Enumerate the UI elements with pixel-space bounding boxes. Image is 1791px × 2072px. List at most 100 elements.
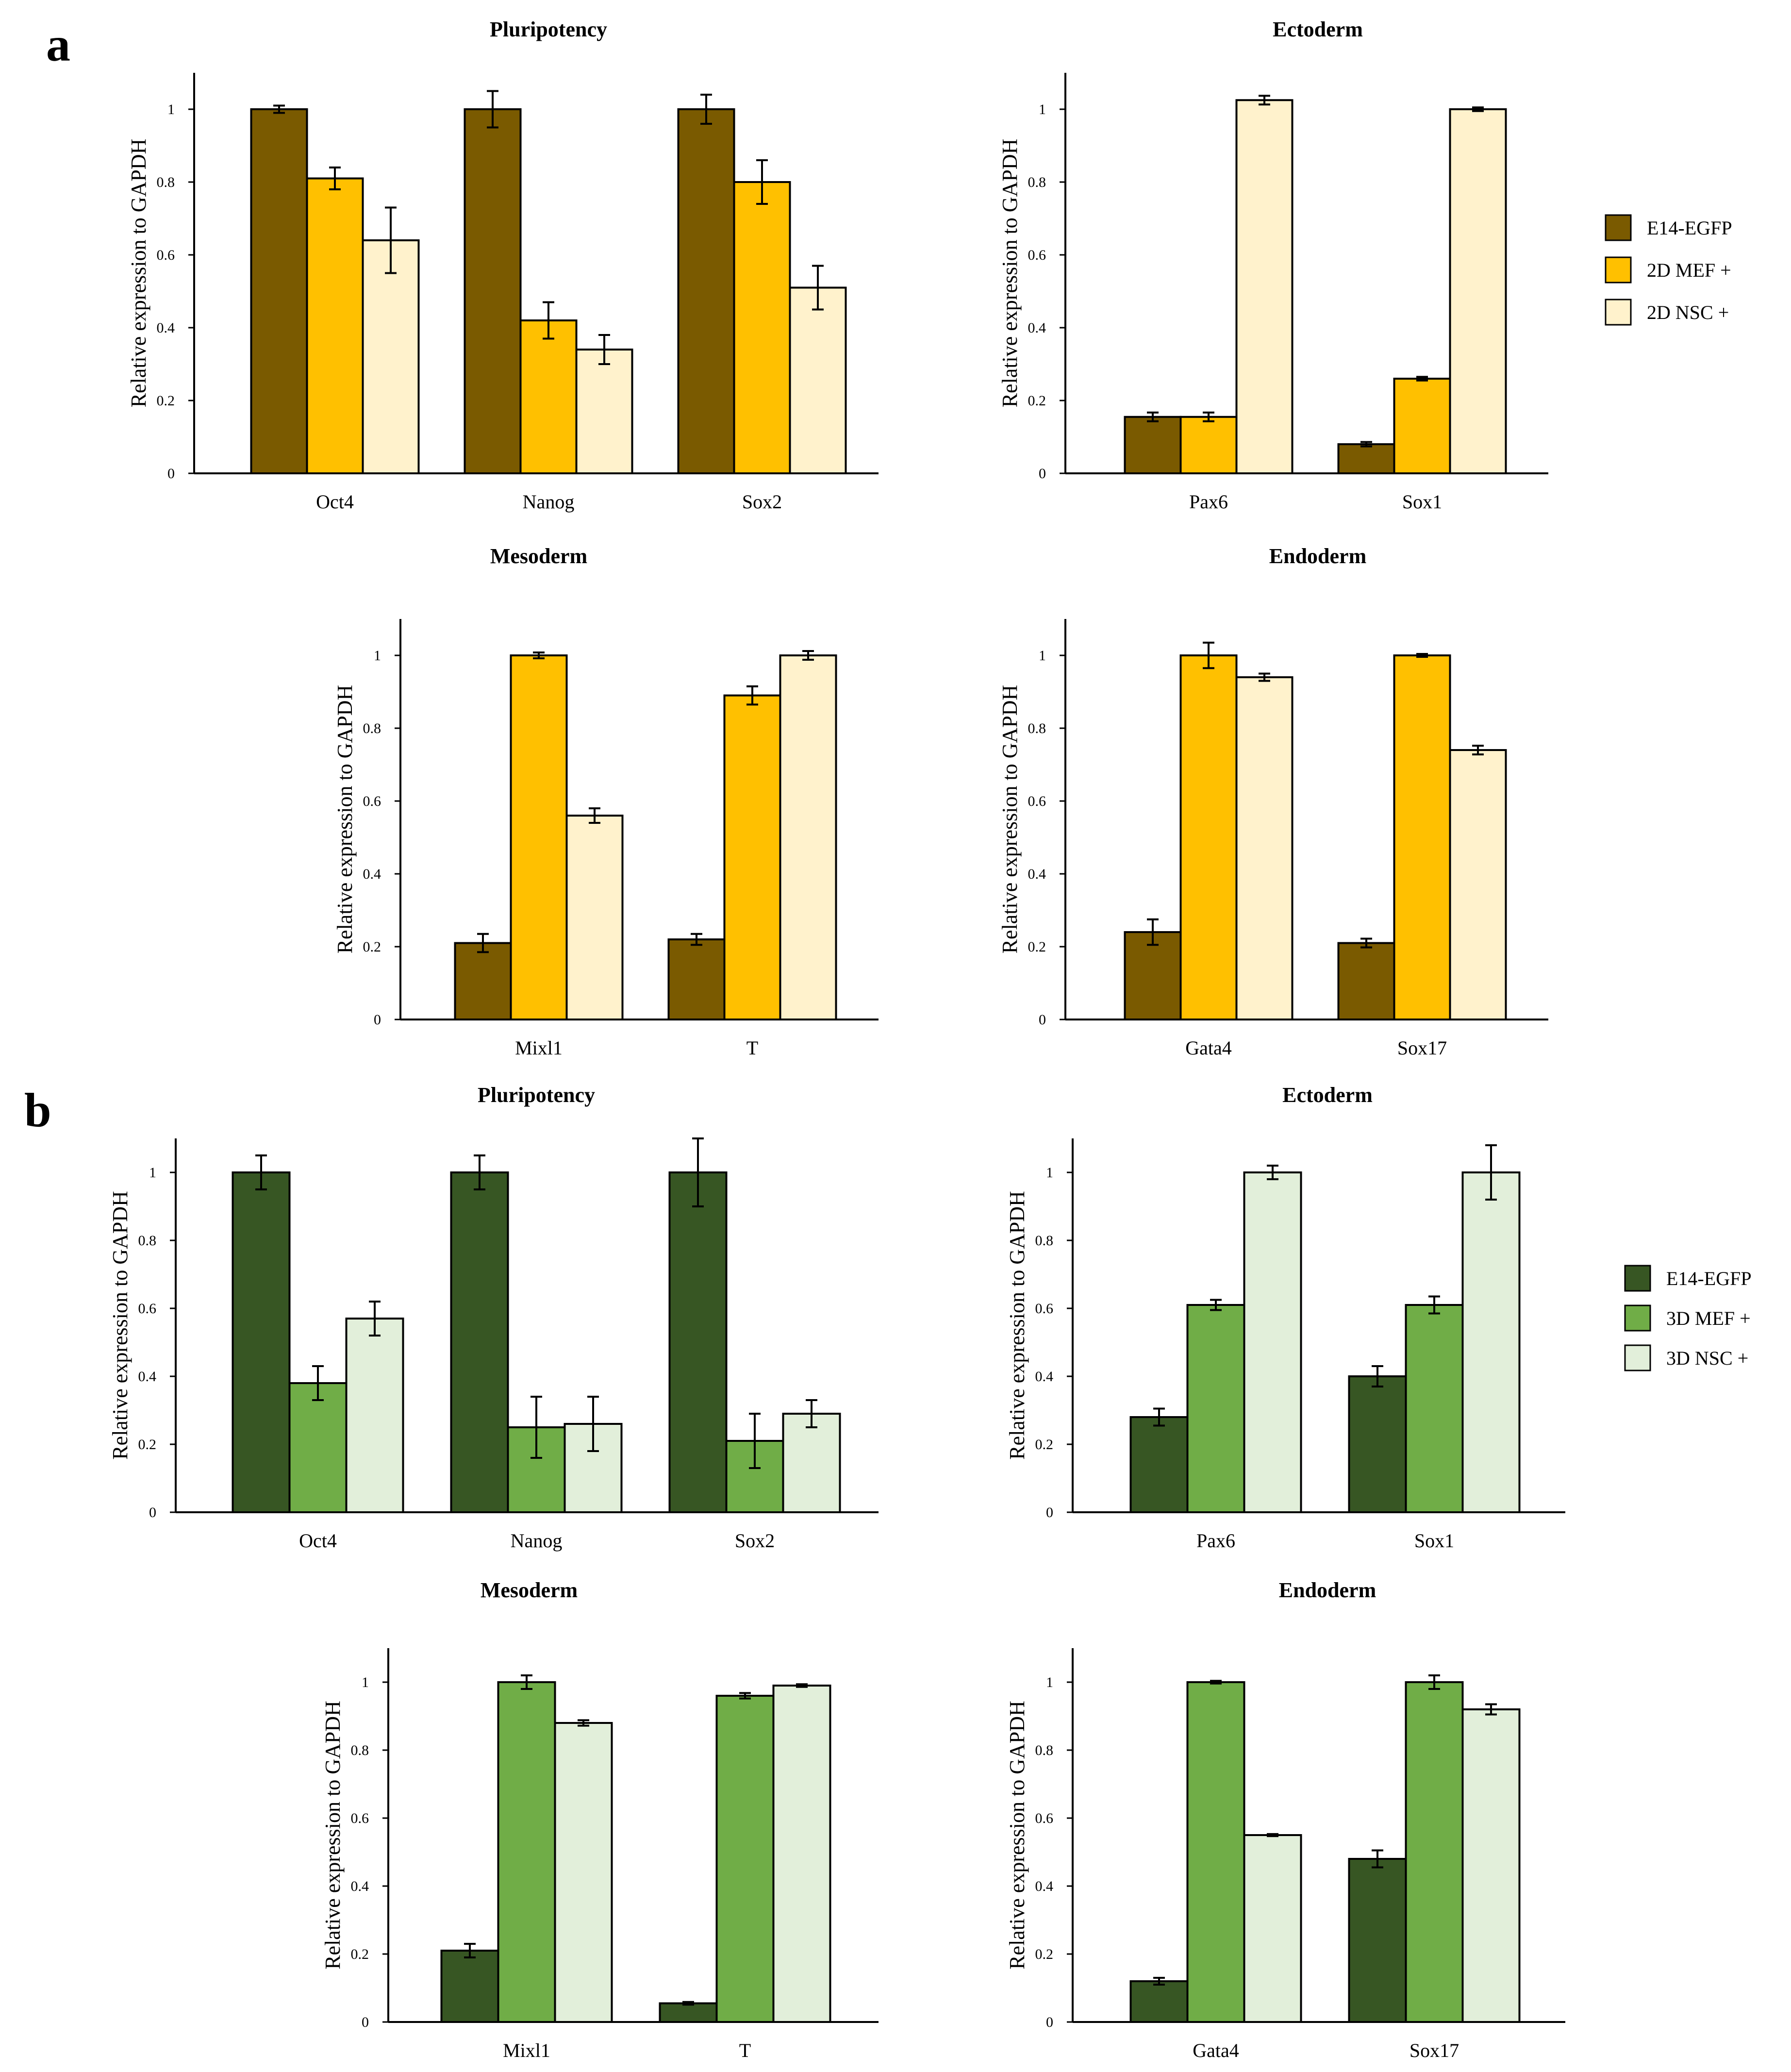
y-axis-label: Relative expression to GAPDH [127,139,150,408]
charts-container: Pluripotency Relative expression to GAPDH… [108,17,1565,2061]
y-tick-label: 0.4 [1035,1369,1054,1385]
y-tick-label: 0.2 [351,1946,369,1962]
bar-mixl1-series-2 [497,1681,556,2023]
chart-title: Mesoderm [490,544,587,568]
y-axis-label: Relative expression to GAPDH [333,685,357,954]
y-axis-label: Relative expression to GAPDH [108,1191,132,1460]
y-tick-label: 0.6 [138,1301,157,1317]
x-category-label: Nanog [523,491,575,513]
x-category-label: Pax6 [1189,491,1228,513]
chart-title: Endoderm [1279,1578,1376,1602]
chart-b-ectoderm: Ectoderm Relative expression to GAPDH 0 0.2… [1005,1083,1565,1552]
x-category-label: Gata4 [1185,1037,1232,1059]
error-bar [1372,1365,1383,1387]
legend-entry: 2D NSC + [1605,299,1729,326]
legend-entry: 3D NSC + [1624,1344,1748,1371]
error-bar [598,334,610,365]
bar-nanog-series-1 [464,108,522,474]
bar-oct4-series-2 [306,177,364,474]
y-tick-label: 0.4 [138,1369,157,1385]
legend-label: 3D NSC + [1666,1347,1748,1369]
y-tick-label: 0.2 [138,1437,157,1453]
y-tick-label: 1 [374,648,381,664]
panel-letter-b: b [24,1083,51,1137]
y-tick-label: 0.4 [1028,866,1046,882]
bar-mixl1-series-3 [554,1722,613,2023]
y-tick-label: 0.6 [1035,1810,1054,1826]
y-axis-label: Relative expression to GAPDH [321,1701,345,1970]
error-bar [1267,1165,1278,1180]
bar-sox17-series-2 [1393,654,1451,1020]
x-category-label: Mixl1 [515,1037,563,1059]
error-bar [1210,1299,1222,1311]
error-bar [1153,1407,1165,1427]
bar-sox2-series-3 [782,1413,841,1513]
error-bar [1203,411,1214,422]
y-tick-label: 1 [1046,1674,1053,1690]
error-bar [1147,918,1159,946]
y-tick-label: 0 [1046,2014,1053,2030]
y-axis-label: Relative expression to GAPDH [998,139,1022,408]
bar-mixl1-series-1 [440,1950,499,2023]
y-axis-label: Relative expression to GAPDH [998,685,1022,954]
bar-t-series-1 [659,2002,718,2023]
bar-nanog-series-3 [575,349,633,474]
x-category-label: Gata4 [1193,2039,1239,2061]
chart-b-endoderm: Endoderm Relative expression to GAPDH 0 0.2… [1005,1578,1565,2061]
error-bar [369,1301,381,1337]
error-bar [1147,411,1159,422]
legend-entry: 3D MEF + [1624,1304,1751,1332]
bar-oct4-series-3 [362,239,420,474]
bar-sox1-series-1 [1348,1375,1407,1513]
chart-title: Ectoderm [1273,17,1363,41]
x-category-label: T [739,2039,751,2061]
bar-t-series-2 [715,1695,775,2023]
error-bar [1153,1977,1165,1986]
legend-label: 2D MEF + [1647,259,1731,281]
bar-nanog-series-1 [450,1171,509,1513]
bar-gata4-series-1 [1129,1980,1189,2023]
error-bar [1360,937,1372,949]
error-bar [1372,1849,1383,1869]
bar-sox2-series-2 [733,181,791,474]
bar-sox17-series-1 [1348,1858,1407,2023]
error-bar [700,94,712,125]
legend-swatch [1605,214,1632,241]
bar-gata4-series-2 [1179,654,1238,1020]
y-tick-label: 0.6 [1028,247,1046,263]
bar-sox1-series-3 [1461,1171,1521,1513]
legend-label: E14-EGFP [1647,217,1732,239]
error-bar [802,650,814,661]
chart-a-mesoderm: Mesoderm Relative expression to GAPDH 0 0.2… [333,544,879,1059]
bar-mixl1-series-1 [454,942,512,1020]
legend-swatch [1624,1344,1651,1371]
y-tick-label: 0.6 [157,247,175,263]
x-category-label: Mixl1 [503,2039,550,2061]
y-tick-label: 0 [1039,466,1046,482]
x-category-label: Oct4 [316,491,354,513]
x-category-label: Sox1 [1402,491,1442,513]
legend-entry: E14-EGFP [1624,1265,1752,1292]
bar-sox1-series-3 [1449,108,1507,474]
chart-a-ectoderm: Ectoderm Relative expression to GAPDH 0 0.2… [998,17,1548,513]
y-tick-label: 1 [149,1165,156,1181]
legend-panel-a: E14-EGFP 2D MEF + 2D NSC + [1605,214,1732,326]
y-tick-label: 0.2 [1035,1946,1054,1962]
error-bar [1428,1674,1440,1690]
error-bar [273,104,285,114]
panel-letter-a: a [46,17,70,71]
error-bar [464,1943,476,1958]
y-tick-label: 1 [1039,101,1046,117]
legend-entry: E14-EGFP [1605,214,1732,241]
error-bar [749,1413,761,1469]
chart-title: Ectoderm [1282,1083,1373,1107]
error-bar [1259,95,1270,106]
bar-pax6-series-3 [1235,99,1294,474]
y-tick-label: 1 [1039,648,1046,664]
error-bar [1267,1833,1278,1838]
error-bar [812,265,824,311]
y-tick-label: 0.8 [1035,1233,1054,1249]
y-axis-label: Relative expression to GAPDH [1005,1191,1029,1460]
y-tick-label: 0.2 [1035,1437,1054,1453]
